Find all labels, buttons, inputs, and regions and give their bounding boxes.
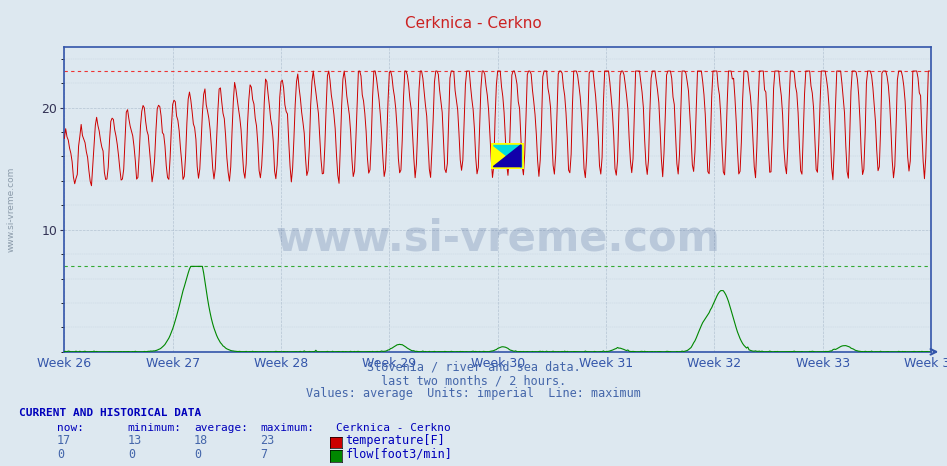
Text: minimum:: minimum: xyxy=(128,423,182,433)
Text: www.si-vreme.com: www.si-vreme.com xyxy=(7,167,16,253)
Polygon shape xyxy=(493,145,521,167)
Text: last two months / 2 hours.: last two months / 2 hours. xyxy=(381,375,566,387)
Text: Cerknica - Cerkno: Cerknica - Cerkno xyxy=(336,423,451,433)
Text: 7: 7 xyxy=(260,448,268,460)
Polygon shape xyxy=(491,143,524,169)
Text: Slovenia / river and sea data.: Slovenia / river and sea data. xyxy=(366,361,581,373)
Text: www.si-vreme.com: www.si-vreme.com xyxy=(276,218,720,260)
Text: 0: 0 xyxy=(194,448,202,460)
Text: average:: average: xyxy=(194,423,248,433)
Text: flow[foot3/min]: flow[foot3/min] xyxy=(346,448,453,460)
Text: 23: 23 xyxy=(260,434,275,447)
Text: 18: 18 xyxy=(194,434,208,447)
Text: 13: 13 xyxy=(128,434,142,447)
Text: now:: now: xyxy=(57,423,84,433)
Text: 0: 0 xyxy=(57,448,64,460)
Text: 0: 0 xyxy=(128,448,135,460)
Text: CURRENT AND HISTORICAL DATA: CURRENT AND HISTORICAL DATA xyxy=(19,408,201,418)
Text: 17: 17 xyxy=(57,434,71,447)
Text: temperature[F]: temperature[F] xyxy=(346,434,445,447)
Text: Values: average  Units: imperial  Line: maximum: Values: average Units: imperial Line: ma… xyxy=(306,387,641,400)
Text: Cerknica - Cerkno: Cerknica - Cerkno xyxy=(405,16,542,31)
Polygon shape xyxy=(493,145,521,167)
Text: maximum:: maximum: xyxy=(260,423,314,433)
